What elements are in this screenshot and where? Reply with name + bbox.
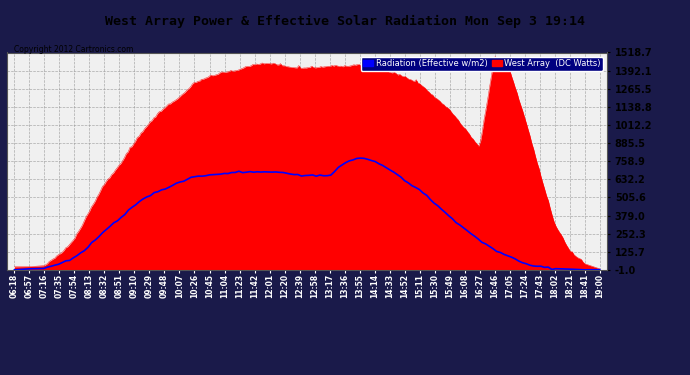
Text: Copyright 2012 Cartronics.com: Copyright 2012 Cartronics.com: [14, 45, 133, 54]
Legend: Radiation (Effective w/m2), West Array  (DC Watts): Radiation (Effective w/m2), West Array (…: [361, 57, 603, 70]
Text: West Array Power & Effective Solar Radiation Mon Sep 3 19:14: West Array Power & Effective Solar Radia…: [105, 15, 585, 28]
